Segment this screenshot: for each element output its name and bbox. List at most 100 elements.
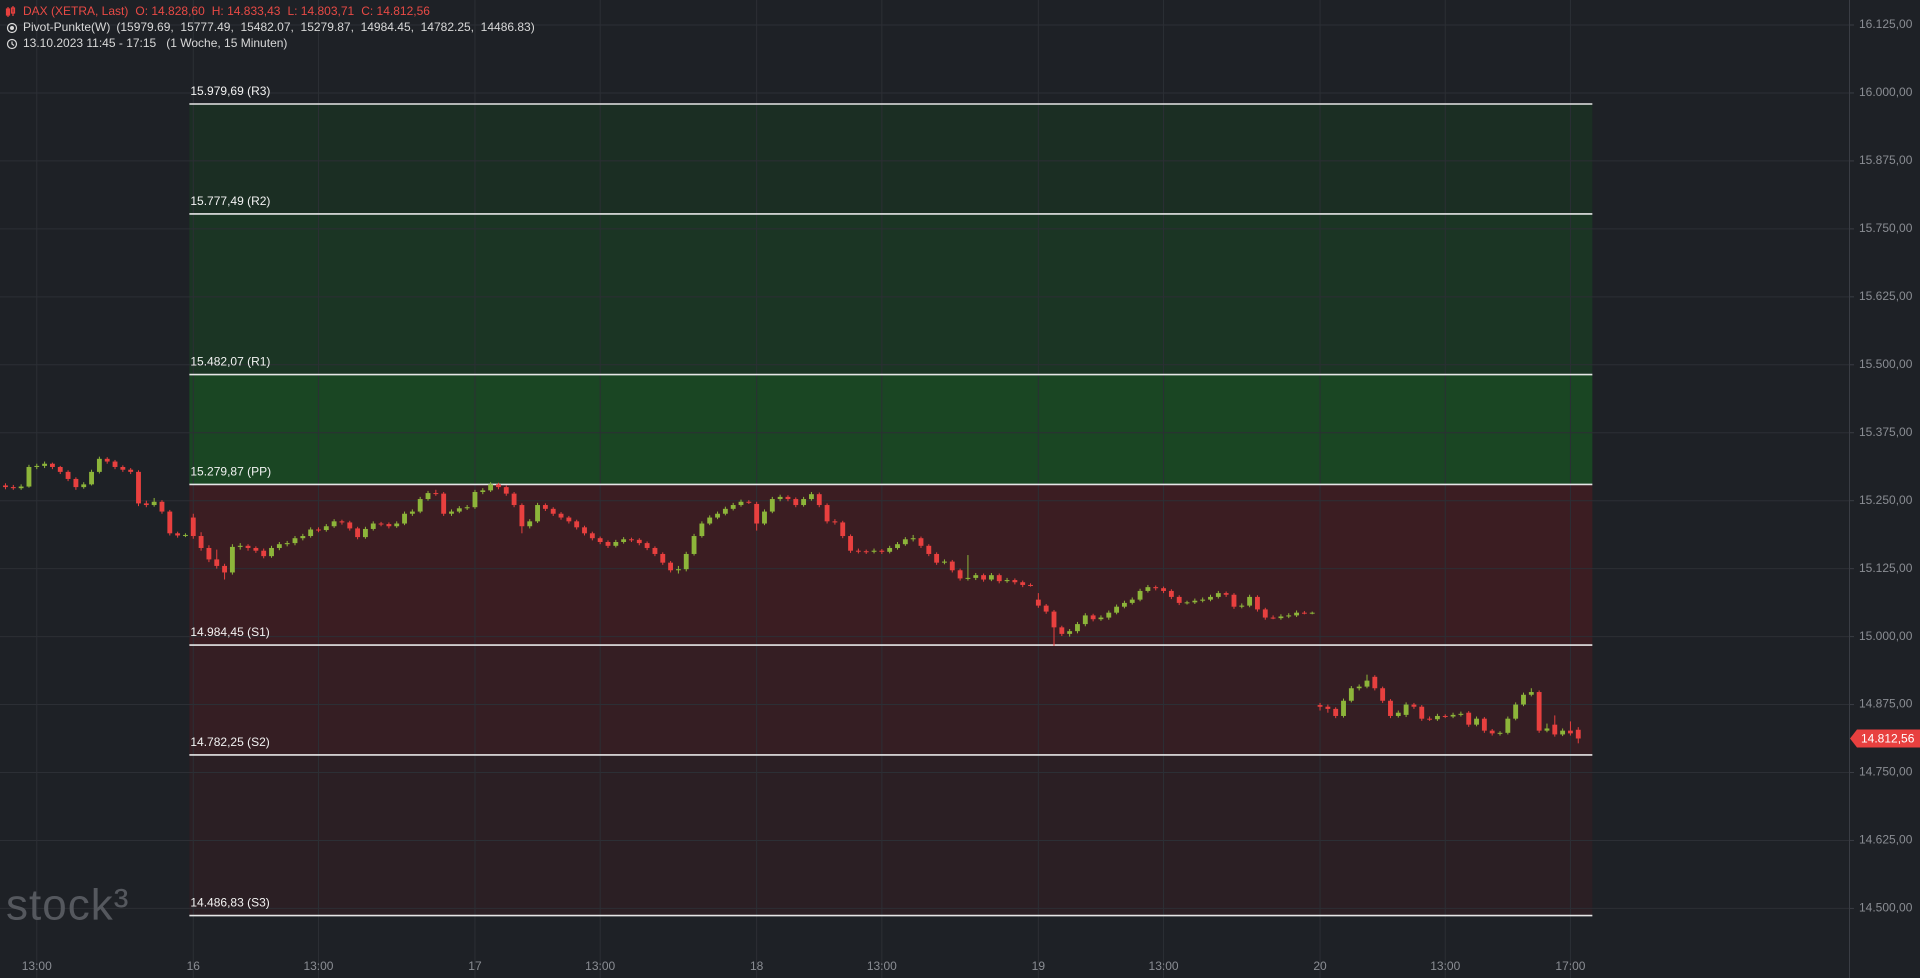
candle-body — [746, 501, 752, 503]
candle-body — [996, 575, 1002, 582]
candle-body — [206, 547, 212, 560]
candle-body — [1395, 712, 1401, 716]
candle-body — [840, 522, 846, 537]
candle-body — [284, 543, 290, 545]
candle-body — [300, 536, 306, 539]
candle-body — [1200, 599, 1206, 601]
y-tick-label: 15.375,00 — [1859, 425, 1913, 439]
candle-body — [574, 521, 580, 528]
candle-body — [715, 513, 720, 518]
x-tick-label: 13:00 — [303, 959, 333, 973]
y-tick-label: 14.750,00 — [1859, 765, 1913, 779]
candle-body — [730, 505, 736, 509]
candle-body — [1114, 606, 1120, 613]
candle-body — [355, 528, 361, 538]
candle-body — [1184, 602, 1190, 604]
candle-body — [1341, 700, 1346, 716]
candle-body — [261, 550, 267, 557]
candle-body — [957, 570, 963, 579]
candle-body — [910, 538, 916, 540]
pivot-zone — [189, 213, 1593, 375]
candle-body — [1059, 627, 1065, 634]
candle-body — [222, 565, 227, 573]
candle-body — [308, 529, 314, 537]
candle-body — [480, 490, 486, 492]
candle-body — [73, 478, 79, 488]
open-label: O: 14.828,60 — [135, 4, 205, 18]
watermark: stock³ — [6, 881, 129, 930]
candle-body — [879, 550, 885, 552]
candle-body — [378, 523, 384, 525]
candle-body — [112, 461, 118, 467]
candle-body — [1466, 712, 1472, 725]
last-price-label: 14.812,56 — [1861, 732, 1915, 746]
candle-body — [409, 511, 415, 514]
candle-body — [535, 505, 540, 522]
pivot-zone — [189, 645, 1593, 755]
candle-body — [190, 517, 196, 537]
candle-body — [785, 496, 791, 500]
x-tick-label: 20 — [1313, 959, 1327, 973]
candle-body — [229, 546, 235, 573]
candle-body — [621, 539, 627, 543]
candle-body — [1004, 580, 1010, 582]
candle-body — [1082, 615, 1088, 625]
candle-body — [1247, 596, 1253, 606]
candle-body — [855, 550, 861, 552]
candle-body — [738, 501, 744, 506]
candle-body — [777, 496, 783, 500]
candle-body — [597, 538, 603, 543]
candle-body — [370, 523, 376, 529]
candle-body — [1301, 612, 1307, 614]
candle-body — [136, 471, 141, 504]
candle-body — [1208, 596, 1213, 600]
pivot-label: 14.486,83 (S3) — [190, 896, 269, 910]
x-tick-label: 13:00 — [585, 959, 615, 973]
candle-body — [1552, 724, 1558, 735]
candle-body — [89, 471, 94, 485]
candle-body — [1325, 706, 1331, 709]
date-range: 13.10.2023 11:45 - 17:15 — [23, 36, 157, 50]
candle-body — [762, 511, 767, 524]
candle-body — [488, 484, 494, 491]
candle-body — [981, 575, 987, 580]
candle-body — [1020, 582, 1026, 585]
candle-body — [1168, 590, 1174, 597]
candle-body — [503, 487, 509, 494]
candle-body — [1364, 680, 1370, 687]
candle-body — [143, 503, 149, 506]
candle-body — [1231, 594, 1237, 607]
instrument-icon — [5, 6, 16, 17]
candle-body — [801, 499, 807, 506]
candle-body — [237, 545, 243, 547]
candle-body — [1012, 580, 1018, 583]
y-tick-label: 16.000,00 — [1859, 85, 1913, 99]
candle-body — [636, 539, 642, 544]
y-tick-label: 15.125,00 — [1859, 561, 1913, 575]
candle-body — [292, 538, 298, 544]
candle-body — [644, 543, 650, 548]
x-tick-label: 13:00 — [867, 959, 897, 973]
candle-body — [1474, 718, 1479, 725]
candle-body — [519, 505, 525, 527]
candle-body — [1294, 612, 1299, 616]
pivot-levels: 15.979,69 (R3) 15.777,49 (R2) 15.482,07 (R… — [189, 84, 1593, 917]
candle-body — [1215, 593, 1221, 597]
candle-body — [550, 508, 556, 514]
candle-body — [1262, 609, 1268, 618]
candle-body — [269, 547, 274, 557]
candle-body — [1317, 705, 1323, 707]
candle-body — [34, 465, 40, 467]
candle-body — [1356, 686, 1362, 689]
y-tick-label: 15.625,00 — [1859, 289, 1913, 303]
candle-body — [331, 521, 337, 527]
candle-body — [96, 458, 102, 472]
candle-body — [65, 471, 71, 479]
price-axis-panel — [1849, 0, 1920, 978]
candle-body — [1043, 605, 1049, 612]
y-tick-label: 14.625,00 — [1859, 833, 1913, 847]
candle-body — [3, 485, 8, 488]
candle-body — [1427, 718, 1433, 720]
candle-body — [151, 501, 157, 506]
